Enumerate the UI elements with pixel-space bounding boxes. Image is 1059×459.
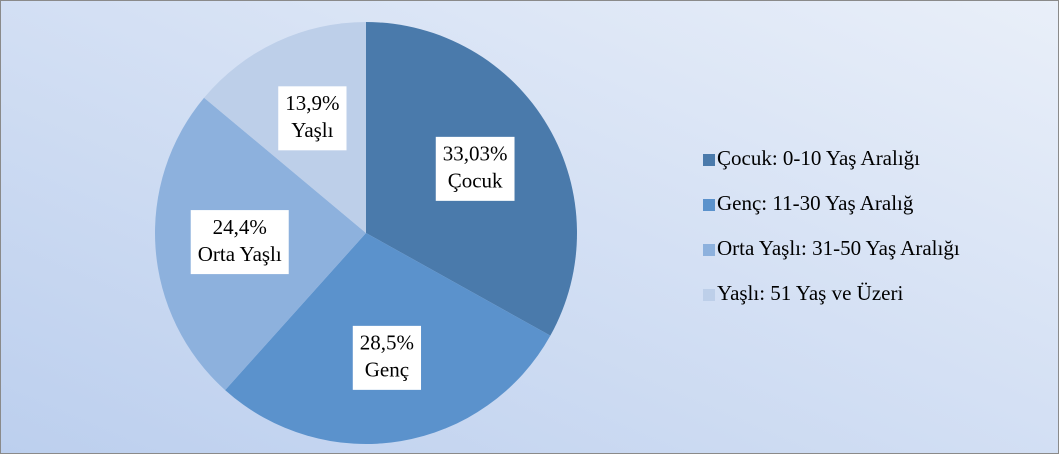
data-label-value: 33,03% <box>443 142 508 166</box>
data-label-name: Orta Yaşlı <box>198 242 282 266</box>
data-label-name: Genç <box>365 358 409 382</box>
legend-label: Yaşlı: 51 Yaş ve Üzeri <box>717 281 903 305</box>
data-label-box <box>352 325 422 390</box>
data-label-name: Çocuk <box>448 169 503 193</box>
data-label-box <box>278 86 347 151</box>
data-label-box <box>435 136 515 201</box>
data-label-value: 24,4% <box>213 215 267 239</box>
data-label: 24,4% Orta Yaşlı <box>190 210 289 275</box>
legend-swatch <box>703 289 715 301</box>
legend-swatch <box>703 244 715 256</box>
data-label: 13,9% Yaşlı <box>278 86 347 151</box>
data-label: 33,03% Çocuk <box>435 136 515 201</box>
data-label: 28,5% Genç <box>352 325 422 390</box>
data-label-name: Yaşlı <box>291 118 333 142</box>
legend-swatch <box>703 199 715 211</box>
data-label-box <box>190 210 289 275</box>
legend-label: Çocuk: 0-10 Yaş Aralığı <box>717 146 920 170</box>
data-label-value: 13,9% <box>285 91 339 115</box>
data-label-value: 28,5% <box>360 331 414 355</box>
legend-swatch <box>703 154 715 166</box>
legend-label: Orta Yaşlı: 31-50 Yaş Aralığı <box>717 236 960 260</box>
legend-label: Genç: 11-30 Yaş Aralığ <box>717 191 914 215</box>
